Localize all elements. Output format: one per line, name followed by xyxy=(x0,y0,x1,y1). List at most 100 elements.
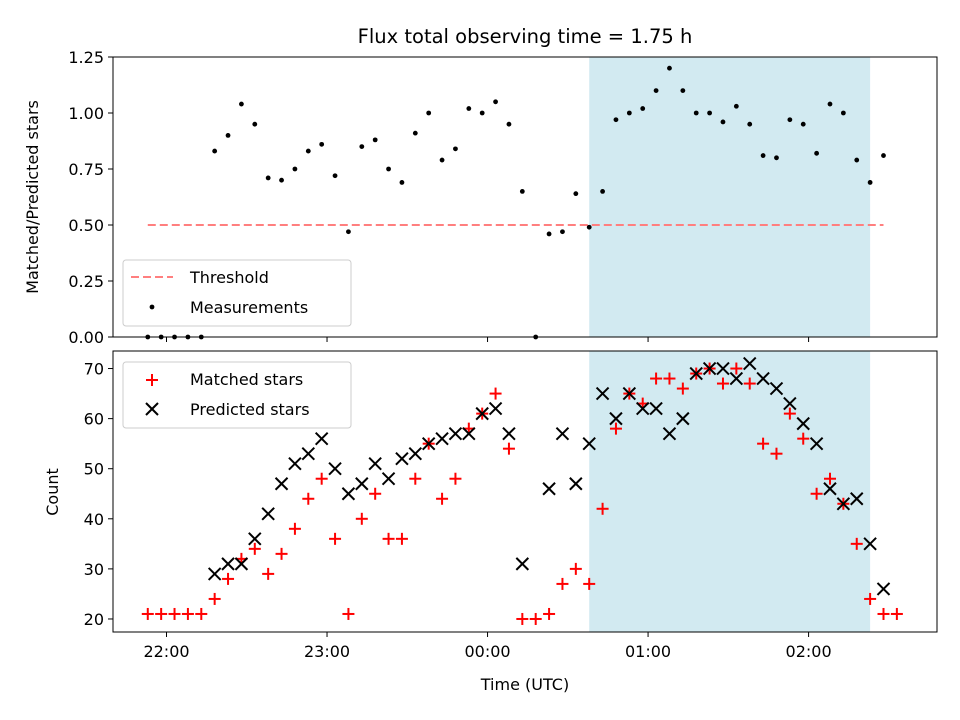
predicted-star-point xyxy=(689,366,703,381)
predicted-star-point xyxy=(649,401,663,416)
matched-star-point xyxy=(650,372,663,385)
predicted-star-point xyxy=(395,451,409,466)
matched-star-point xyxy=(890,607,903,620)
predicted-star-point xyxy=(288,456,302,471)
predicted-star-point xyxy=(756,371,770,386)
measurement-point xyxy=(720,119,726,125)
predicted-star-point xyxy=(783,396,797,411)
matched-star-point xyxy=(369,487,382,500)
predicted-star-point xyxy=(381,472,396,486)
predicted-star-point xyxy=(408,446,423,461)
predicted-star-point xyxy=(595,386,610,401)
measurement-point xyxy=(225,133,231,138)
matched-star-point xyxy=(489,387,502,400)
matched-star-point xyxy=(850,537,863,550)
measurement-point xyxy=(747,121,753,127)
matched-star-point xyxy=(583,577,596,590)
matched-star-point xyxy=(609,422,622,435)
legend-threshold-label: Threshold xyxy=(189,268,269,287)
measurement-point xyxy=(707,110,712,116)
predicted-star-point xyxy=(636,401,650,416)
predicted-star-point xyxy=(301,446,316,461)
measurement-point xyxy=(332,173,338,179)
predicted-star-point xyxy=(502,426,516,441)
matched-star-point xyxy=(409,472,422,485)
predicted-star-point xyxy=(328,462,342,476)
bottom-y-axis-label: Count xyxy=(43,468,62,516)
matched-star-point xyxy=(823,472,836,485)
legend-matched-swatch xyxy=(146,374,158,386)
predicted-star-point xyxy=(609,411,623,426)
predicted-star-point xyxy=(421,436,436,451)
x-tick-label: 02:00 xyxy=(786,642,832,661)
bottom-y-ticks: 20 30 40 50 60 70 xyxy=(84,360,113,629)
matched-star-point xyxy=(676,382,689,395)
measurement-point xyxy=(479,110,485,116)
measurement-point xyxy=(279,177,284,183)
measurement-point xyxy=(466,106,472,111)
bottom-legend: Matched stars Predicted stars xyxy=(122,361,352,429)
matched-star-point xyxy=(516,612,529,625)
predicted-star-point xyxy=(314,431,329,446)
predicted-star-point xyxy=(769,381,784,396)
predicted-star-point xyxy=(729,371,744,386)
y-tick-label: 1.25 xyxy=(68,48,104,67)
top-legend: Threshold Measurements xyxy=(122,259,352,327)
predicted-star-point xyxy=(850,492,864,506)
predicted-star-point xyxy=(569,477,583,491)
predicted-star-point xyxy=(355,477,369,491)
legend-predicted-label: Predicted stars xyxy=(190,400,310,419)
measurement-point xyxy=(453,146,458,152)
matched-star-point xyxy=(208,592,221,605)
y-tick-label: 70 xyxy=(84,360,104,379)
matched-star-point xyxy=(783,407,796,420)
predicted-star-point xyxy=(555,426,570,441)
measurement-point xyxy=(506,121,512,127)
measurement-point xyxy=(667,65,672,71)
measurement-point xyxy=(774,155,779,161)
measurement-point xyxy=(733,103,739,109)
legend-matched-label: Matched stars xyxy=(190,370,303,389)
measurement-point xyxy=(693,110,699,116)
matched-star-point xyxy=(181,607,194,620)
predicted-star-point xyxy=(248,532,262,546)
predicted-star-point xyxy=(809,436,824,451)
matched-star-point xyxy=(168,607,181,620)
y-tick-label: 20 xyxy=(84,610,104,629)
predicted-star-point xyxy=(876,582,891,596)
predicted-star-point xyxy=(368,456,382,471)
measurement-point xyxy=(493,99,498,105)
x-tick-label: 22:00 xyxy=(143,642,189,661)
y-tick-label: 50 xyxy=(84,460,104,479)
matched-star-point xyxy=(810,487,823,500)
matched-star-point xyxy=(355,512,368,525)
predicted-star-point xyxy=(488,401,503,416)
matched-star-point xyxy=(730,362,743,375)
y-tick-label: 40 xyxy=(84,510,104,529)
matched-star-point xyxy=(248,542,261,555)
top-x-ticks xyxy=(166,337,810,342)
top-shaded-interval xyxy=(589,57,871,337)
matched-star-point xyxy=(757,437,770,450)
chart-title: Flux total observing time = 1.75 h xyxy=(358,25,693,48)
measurement-point xyxy=(840,110,846,116)
predicted-star-point xyxy=(676,411,690,426)
matched-star-point xyxy=(395,532,408,545)
y-tick-label: 0.75 xyxy=(68,160,104,179)
measurement-point xyxy=(586,224,592,230)
top-y-axis-label: Matched/Predicted stars xyxy=(23,100,42,294)
measurement-point xyxy=(573,191,579,197)
legend-measurements-label: Measurements xyxy=(190,298,308,317)
matched-star-point xyxy=(502,442,515,455)
legend-measurements-swatch xyxy=(149,304,155,310)
predicted-star-point xyxy=(863,537,877,551)
measurement-point xyxy=(800,121,806,127)
matched-star-point xyxy=(543,607,556,620)
matched-star-point xyxy=(529,612,542,625)
x-tick-label: 01:00 xyxy=(625,642,671,661)
measurement-point xyxy=(600,189,605,194)
measurement-point xyxy=(560,229,565,235)
bottom-shaded-interval xyxy=(589,351,871,632)
y-tick-label: 1.00 xyxy=(68,104,104,123)
top-legend-box xyxy=(122,259,352,327)
